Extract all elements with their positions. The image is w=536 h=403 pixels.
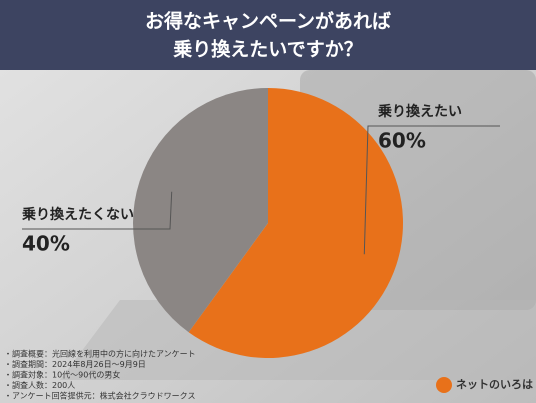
logo: ネットのいろは (456, 378, 533, 391)
note: ・アンケート回答提供元：株式会社クラウドワークス (4, 391, 195, 401)
slice-value: 60% (378, 129, 426, 153)
logo-icon (436, 377, 452, 393)
slice-value: 40% (22, 232, 70, 256)
notes: ・調査概要：光回線を利用中の方に向けたアンケート・調査期間：2024年8月26日… (4, 349, 196, 401)
note: ・調査対象：10代〜90代の男女 (4, 370, 120, 380)
pie-slice (133, 88, 268, 333)
note: ・調査概要：光回線を利用中の方に向けたアンケート (4, 349, 196, 359)
title-line: 乗り換えたいですか？ (173, 38, 362, 61)
slice-label: 乗り換えたい (377, 103, 462, 120)
leader-line (363, 125, 500, 255)
pie: 乗り換えたい 60% 乗り換えたくない 40% (21, 88, 500, 358)
slice-label: 乗り換えたくない (21, 206, 134, 223)
note: ・調査人数：200人 (4, 380, 75, 390)
title-line: お得なキャンペーンがあれば (145, 10, 391, 33)
pie-slice (188, 88, 403, 358)
header (0, 0, 536, 70)
note: ・調査期間：2024年8月26日〜9月9日 (4, 359, 146, 369)
leader-line (22, 191, 173, 230)
